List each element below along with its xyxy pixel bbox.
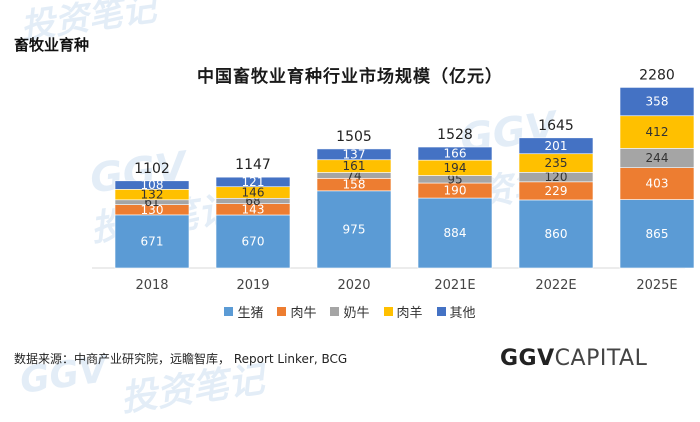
bar-segment-other [518,137,594,155]
data-source-note: 数据来源：中商产业研究院，远瞻智库， Report Linker, BCG [14,352,348,366]
data-label: 670 [242,234,265,248]
ggv-capital-logo: GGVCAPITAL [500,346,648,371]
legend-label: 生猪 [237,306,264,321]
data-label: 412 [646,125,669,139]
legend-item-lamb: 肉羊 [383,302,423,321]
data-label: 229 [545,184,568,198]
total-label: 1505 [336,129,372,145]
chart-legend: 生猪 肉牛 奶牛 肉羊 其他 [0,302,700,321]
bar-segment-pig [518,199,594,269]
legend-item-beef: 肉牛 [277,302,316,321]
data-label: 235 [545,156,568,170]
section-title: 畜牧业育种 [14,36,90,54]
x-tick-label: 2025E [636,278,677,293]
data-label: 194 [444,161,467,175]
data-label: 108 [141,178,164,192]
x-tick-label: 2022E [535,278,576,293]
legend-label: 其他 [449,306,476,321]
bar-segment-other [619,87,695,117]
data-label: 158 [343,178,366,192]
bar-segment-other [215,176,291,188]
stacked-bar-chart: 6711306113210811022018670143681461211147… [92,67,695,293]
bar-segment-other [417,146,493,161]
data-label: 884 [444,226,467,240]
x-tick-label: 2019 [236,278,269,293]
data-label: 137 [343,147,366,161]
x-tick-label: 2020 [337,278,370,293]
data-label: 161 [343,159,366,173]
legend-item-other: 其他 [436,302,476,321]
bar-segment-pig [619,199,695,269]
bar-segment-pig [316,190,392,269]
legend-label: 肉牛 [290,306,317,321]
legend-swatch [330,307,340,316]
total-label: 1528 [437,127,473,143]
data-label: 132 [141,188,164,202]
bar-segment-beef [619,167,695,200]
legend-swatch [277,307,287,316]
bar-segment-other [316,148,392,161]
data-label: 975 [343,222,366,236]
data-label: 671 [141,234,164,248]
total-label: 2280 [639,67,675,83]
legend-label: 奶牛 [343,306,370,321]
data-label: 403 [646,177,669,191]
data-label: 130 [141,203,164,217]
bar-segment-pig [417,197,493,269]
legend-swatch [224,307,234,316]
legend-label: 肉羊 [396,306,423,321]
x-tick-label: 2021E [434,278,475,293]
data-label: 201 [545,139,568,153]
bar-segment-other [114,180,190,190]
data-label: 146 [242,186,265,200]
x-tick-label: 2018 [135,278,168,293]
legend-item-dairy: 奶牛 [330,302,370,321]
data-label: 120 [545,170,568,184]
data-label: 358 [646,95,669,109]
bar-segment-pig [215,214,291,269]
data-label: 190 [444,184,467,198]
bar-segment-pig [114,214,190,269]
chart-title: 中国畜牧业育种行业市场规模（亿元） [197,67,503,87]
total-label: 1645 [538,118,574,134]
data-label: 865 [646,227,669,241]
legend-swatch [436,307,446,316]
bar-segment-lamb [619,115,695,149]
data-label: 244 [646,151,669,165]
legend-item-pig: 生猪 [224,302,263,321]
data-label: 166 [444,147,467,161]
total-label: 1147 [235,157,271,173]
legend-swatch [383,307,393,316]
data-label: 121 [242,175,265,189]
data-label: 860 [545,227,568,241]
data-label: 143 [242,202,265,216]
total-label: 1102 [134,161,170,177]
